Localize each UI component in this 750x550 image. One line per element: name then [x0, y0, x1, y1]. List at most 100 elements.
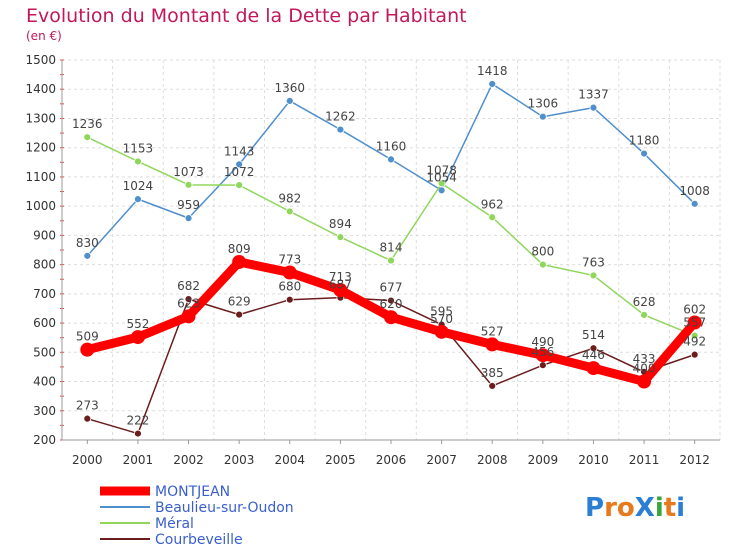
data-label: 680 [278, 280, 301, 294]
data-label: 623 [177, 296, 200, 310]
chart-title: Evolution du Montant de la Dette par Hab… [26, 5, 467, 27]
series-layer [80, 80, 702, 438]
legend-label-3: Courbeveille [155, 532, 243, 548]
y-tick-label: 1000 [25, 199, 56, 213]
data-point [640, 310, 648, 319]
y-tick-label: 400 [33, 375, 56, 389]
data-label: 1180 [629, 134, 660, 148]
data-point [282, 265, 297, 280]
data-point [488, 80, 497, 88]
x-tick-label: 2000 [72, 453, 103, 467]
data-label: 713 [329, 270, 352, 284]
data-point [538, 260, 547, 269]
data-label: 456 [531, 345, 554, 359]
data-point [637, 374, 652, 389]
chart-subtitle: (en €) [26, 29, 62, 43]
data-point [640, 149, 648, 158]
data-label: 509 [76, 330, 99, 344]
data-point [184, 295, 193, 304]
y-tick-label: 300 [33, 404, 56, 418]
data-point [434, 324, 449, 339]
data-label: 763 [582, 255, 605, 269]
x-tick-label: 2011 [629, 453, 660, 467]
x-tick-label: 2007 [426, 453, 457, 467]
y-tick-label: 1400 [25, 82, 56, 96]
data-label: 570 [430, 312, 453, 326]
data-label: 400 [633, 362, 656, 376]
data-label: 1072 [224, 165, 255, 179]
data-label: 1078 [426, 163, 457, 177]
data-label: 1054 [426, 170, 457, 184]
data-label: 492 [683, 335, 706, 349]
data-label: 1306 [528, 97, 559, 111]
data-point [184, 214, 193, 223]
data-label: 557 [683, 316, 706, 330]
data-label: 1160 [376, 139, 407, 153]
data-point [538, 112, 547, 121]
x-tick-label: 2012 [679, 453, 710, 467]
data-point [690, 331, 699, 340]
logo-letter: t [664, 493, 676, 523]
logo-letter: r [604, 493, 617, 523]
data-point [336, 125, 345, 134]
data-label: 222 [126, 414, 149, 428]
data-point [285, 97, 294, 105]
data-label: 959 [177, 198, 200, 212]
x-tick-label: 2002 [173, 453, 204, 467]
data-point [589, 271, 598, 280]
y-tick-label: 1500 [25, 53, 56, 67]
legend: MONTJEANBeaulieu-sur-OudonMéralCourbevei… [100, 484, 294, 548]
data-point [235, 181, 244, 190]
data-label: 682 [177, 279, 200, 293]
data-label: 982 [278, 191, 301, 205]
data-point [134, 429, 142, 438]
logo-letter: X [635, 493, 655, 523]
data-label: 800 [531, 245, 554, 259]
data-label: 629 [228, 295, 251, 309]
axes: 200 300 400 500 600 700 800 900 1000 1100 1200 1300… [25, 53, 720, 467]
data-point [690, 350, 699, 359]
data-label: 527 [481, 324, 504, 338]
logo-letter: i [655, 493, 664, 523]
x-tick-label: 2006 [376, 453, 407, 467]
data-label: 552 [126, 317, 149, 331]
data-label: 628 [633, 295, 656, 309]
x-tick-label: 2009 [528, 453, 559, 467]
data-point [181, 309, 196, 324]
y-tick-label: 800 [33, 258, 56, 272]
logo-letter: i [676, 493, 685, 523]
logo-letter: P [585, 493, 604, 523]
legend-label-0: MONTJEAN [155, 484, 230, 500]
data-point [437, 179, 446, 188]
data-point [80, 342, 95, 357]
data-label: 1153 [123, 141, 154, 155]
x-tick-label: 2005 [325, 453, 356, 467]
data-label: 1073 [173, 165, 204, 179]
data-point [83, 251, 92, 260]
y-tick-label: 1300 [25, 111, 56, 125]
data-label: 1143 [224, 144, 255, 158]
y-tick-label: 1100 [25, 170, 56, 184]
data-point [485, 337, 500, 352]
data-point [83, 133, 92, 142]
data-point [387, 155, 395, 164]
legend-label-2: Méral [155, 516, 194, 532]
data-label: 894 [329, 217, 352, 231]
data-point [538, 361, 547, 370]
data-label: 1360 [274, 81, 305, 95]
data-point [134, 195, 142, 204]
data-label: 1008 [679, 184, 710, 198]
data-label: 814 [380, 241, 403, 255]
y-tick-label: 900 [33, 228, 56, 242]
data-point [232, 254, 247, 269]
data-point [488, 213, 497, 222]
x-tick-label: 2010 [578, 453, 609, 467]
data-point [387, 256, 395, 265]
data-point [184, 180, 193, 189]
data-label: 962 [481, 197, 504, 211]
data-point [690, 199, 699, 208]
data-label: 595 [430, 305, 453, 319]
data-point [235, 310, 244, 319]
y-tick-label: 200 [33, 433, 56, 447]
